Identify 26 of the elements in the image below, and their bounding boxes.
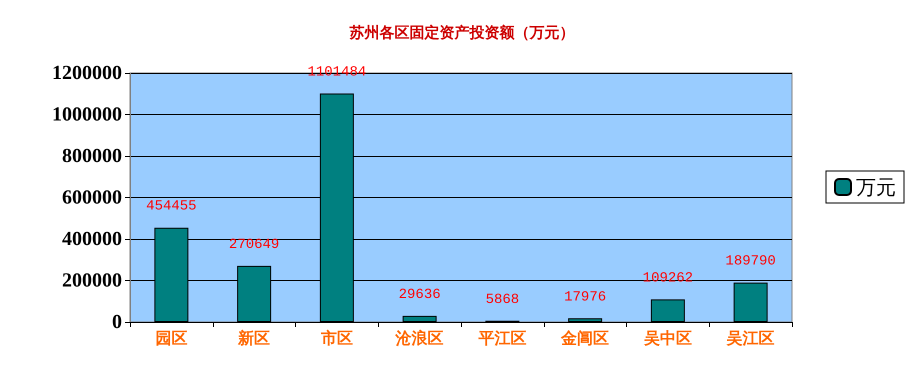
y-tick-label: 0 <box>112 311 122 333</box>
legend-label: 万元 <box>856 175 896 199</box>
data-label: 189790 <box>725 254 776 270</box>
bar <box>650 299 685 322</box>
data-label: 5868 <box>486 292 520 308</box>
x-tick-label: 新区 <box>237 328 270 348</box>
y-tick-label: 600000 <box>62 186 122 208</box>
y-tick-label: 1200000 <box>52 62 122 84</box>
data-label: 454455 <box>146 198 197 215</box>
data-label: 29636 <box>398 286 441 303</box>
bar <box>568 318 602 322</box>
y-tick-label: 1000000 <box>52 104 122 126</box>
x-tick-label: 平江区 <box>477 328 526 348</box>
bar <box>402 316 437 322</box>
y-tick-label: 800000 <box>62 145 122 167</box>
chart-title: 苏州各区固定资产投资额（万元） <box>348 24 574 42</box>
y-tick-label: 200000 <box>62 270 122 292</box>
x-tick-label: 吴江区 <box>726 328 775 348</box>
data-label: 270649 <box>228 236 280 253</box>
y-tick-label: 400000 <box>62 228 122 250</box>
x-tick-label: 沧浪区 <box>394 328 444 348</box>
data-label: 17976 <box>564 289 606 306</box>
x-tick-label: 吴中区 <box>642 328 692 348</box>
x-tick-label: 园区 <box>155 328 188 348</box>
x-tick-label: 市区 <box>320 328 353 348</box>
x-tick-label: 金阊区 <box>560 328 610 348</box>
